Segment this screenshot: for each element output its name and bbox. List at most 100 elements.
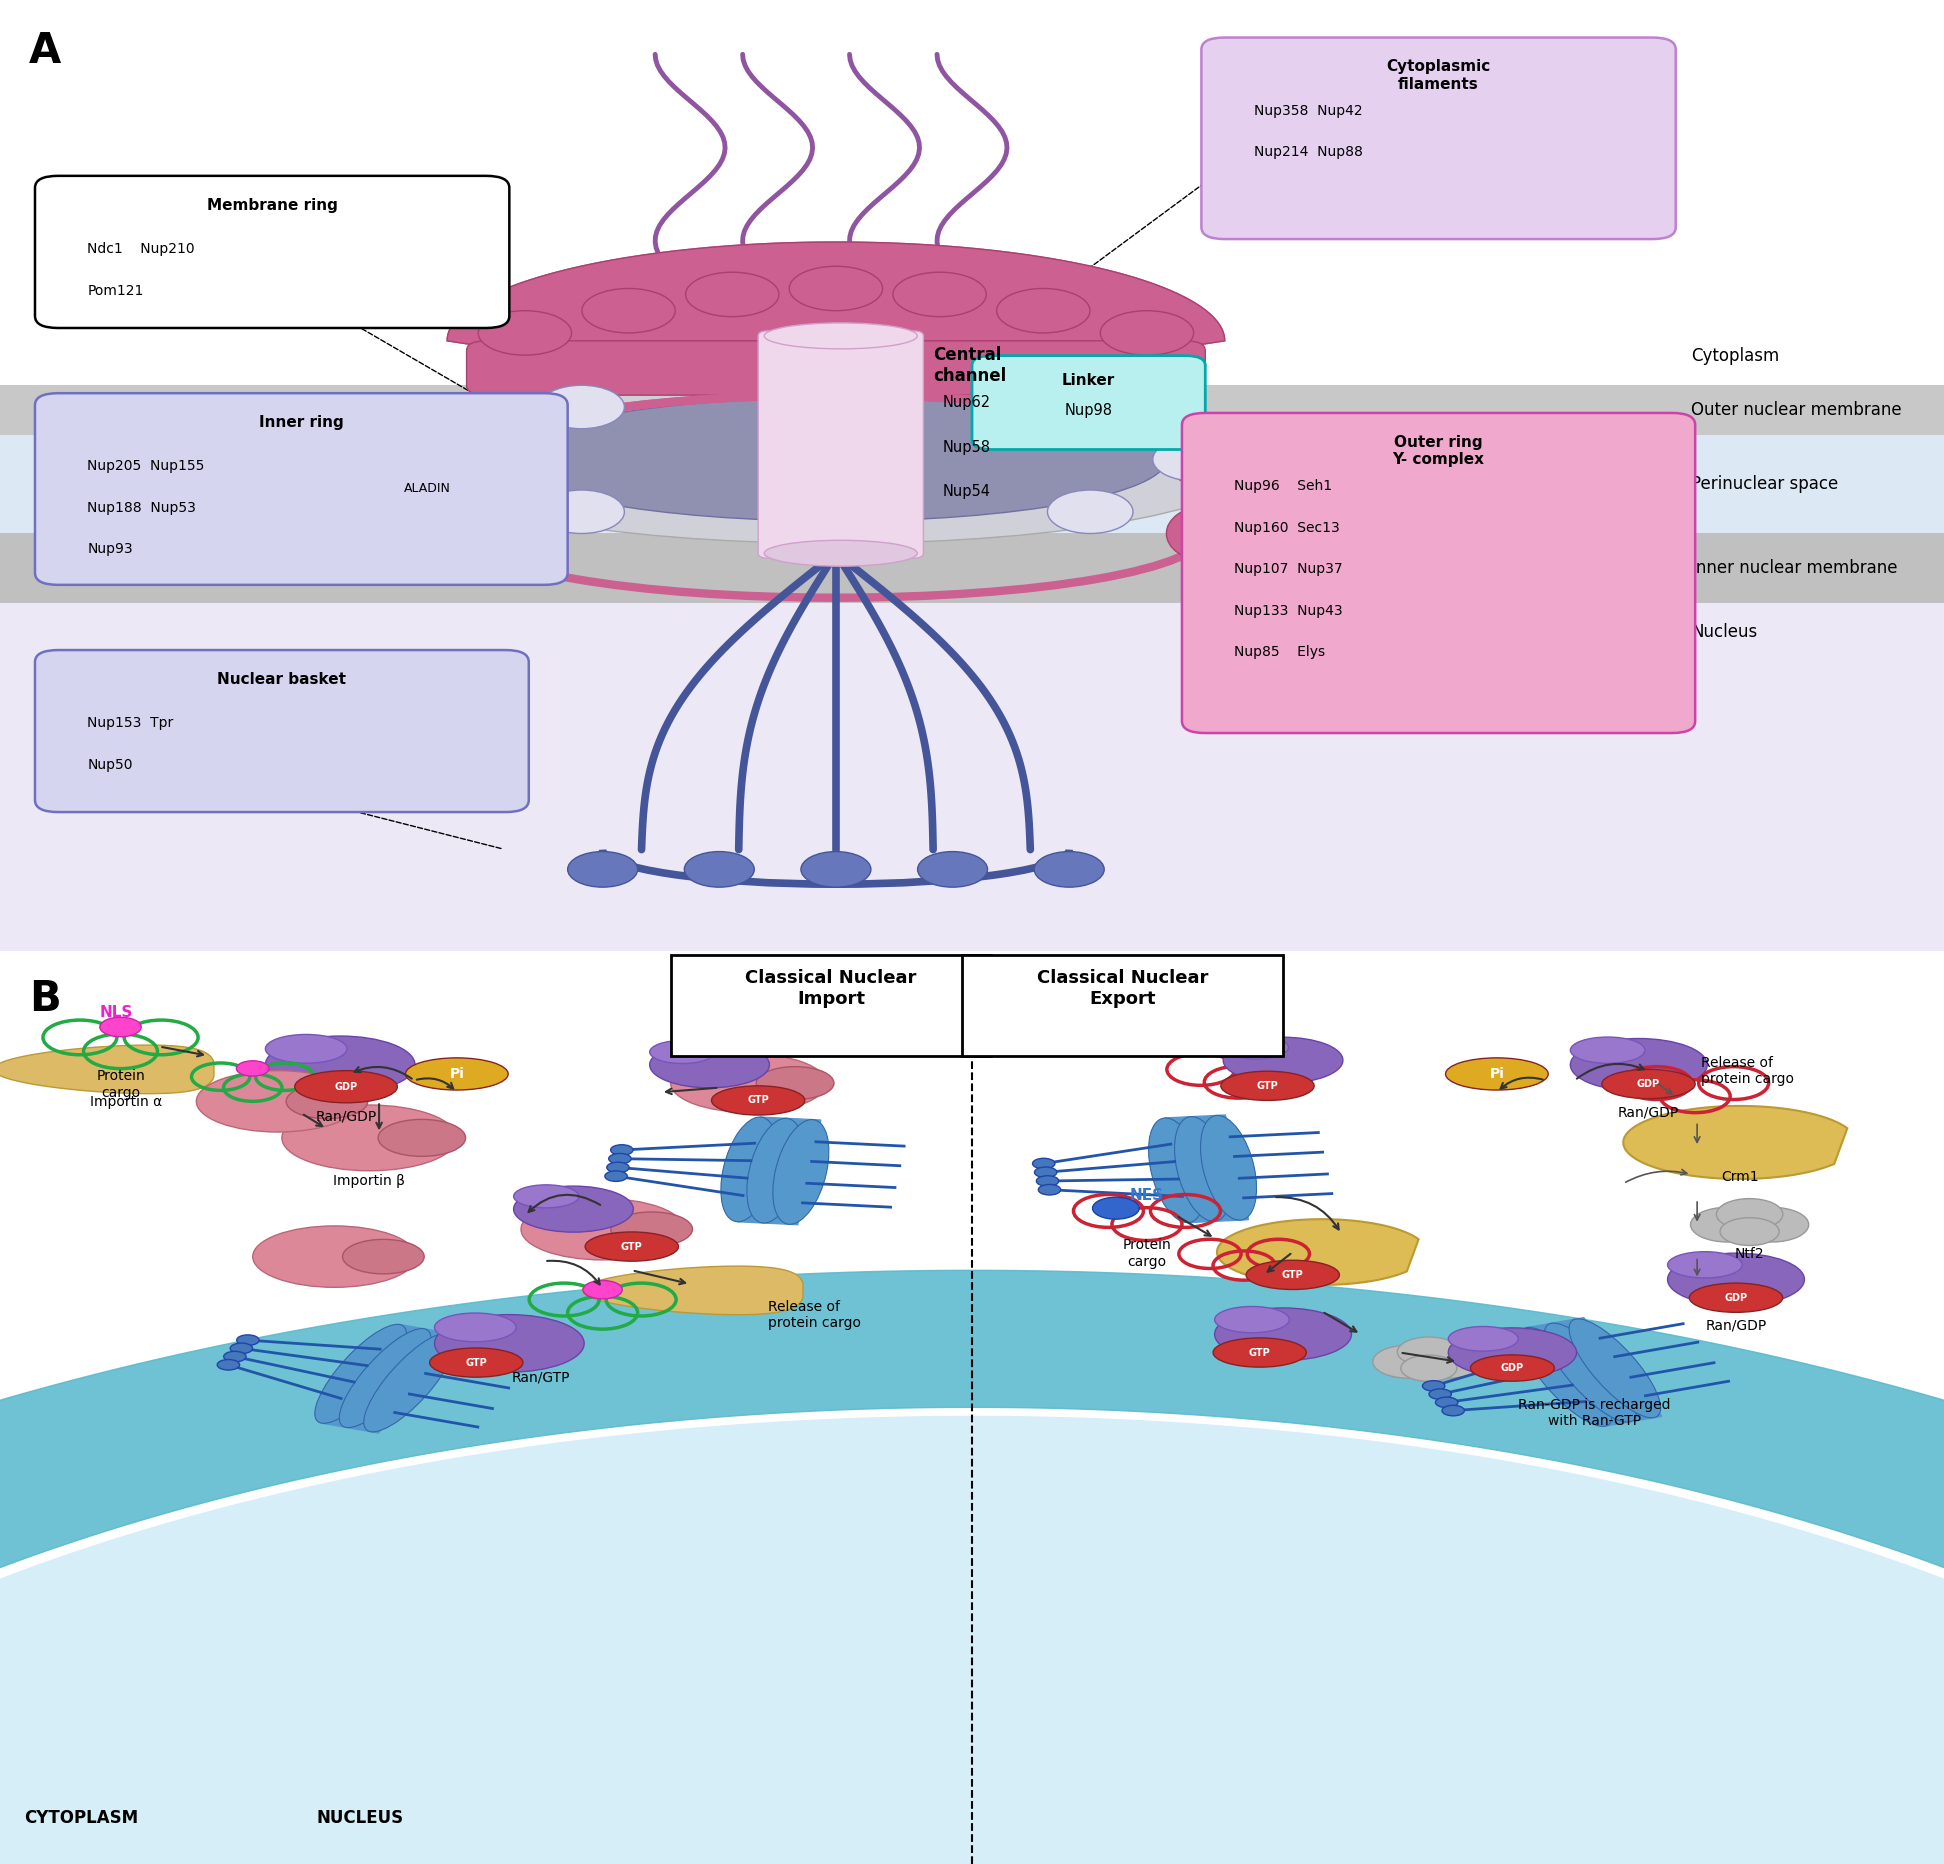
Circle shape <box>605 1171 628 1182</box>
FancyBboxPatch shape <box>1182 414 1695 733</box>
Ellipse shape <box>478 311 572 356</box>
Circle shape <box>1734 1208 1808 1241</box>
Text: Nup205  Nup155: Nup205 Nup155 <box>87 459 204 473</box>
Circle shape <box>1048 386 1133 429</box>
Ellipse shape <box>1448 1327 1518 1351</box>
Ellipse shape <box>505 397 1166 522</box>
Ellipse shape <box>1668 1253 1742 1279</box>
Text: Nup107  Nup37: Nup107 Nup37 <box>1234 563 1343 576</box>
Text: Nup54: Nup54 <box>943 485 991 500</box>
Polygon shape <box>583 1266 803 1314</box>
Text: NUCLEUS: NUCLEUS <box>317 1810 402 1827</box>
Text: Ran/GDP: Ran/GDP <box>1705 1318 1767 1333</box>
Polygon shape <box>0 1417 1944 1864</box>
Text: Classical Nuclear
Import: Classical Nuclear Import <box>745 969 918 1008</box>
Ellipse shape <box>997 289 1091 334</box>
Circle shape <box>793 513 879 555</box>
Text: Cytoplasmic
filaments: Cytoplasmic filaments <box>1386 60 1491 91</box>
Ellipse shape <box>1166 507 1244 561</box>
Circle shape <box>1036 1176 1059 1186</box>
Text: Importin α: Importin α <box>89 1094 163 1109</box>
Polygon shape <box>1164 1115 1248 1223</box>
Text: Inner ring: Inner ring <box>259 416 344 431</box>
Ellipse shape <box>610 1212 692 1247</box>
Circle shape <box>218 1359 239 1370</box>
Text: Nup62: Nup62 <box>943 395 991 410</box>
Text: Nup153  Tpr: Nup153 Tpr <box>87 716 173 731</box>
Text: Nup358  Nup42: Nup358 Nup42 <box>1254 104 1363 117</box>
Ellipse shape <box>428 432 505 487</box>
Ellipse shape <box>686 272 780 317</box>
Ellipse shape <box>364 438 470 501</box>
Ellipse shape <box>282 1105 457 1171</box>
Ellipse shape <box>789 267 883 311</box>
Ellipse shape <box>1520 1327 1612 1426</box>
Text: GTP: GTP <box>465 1357 488 1368</box>
Ellipse shape <box>1100 311 1194 356</box>
Circle shape <box>1435 1398 1458 1407</box>
Text: ALADIN: ALADIN <box>404 481 451 494</box>
Text: Nuclear basket: Nuclear basket <box>218 671 346 686</box>
Text: Nup133  Nup43: Nup133 Nup43 <box>1234 604 1343 617</box>
Ellipse shape <box>1571 1036 1645 1062</box>
Circle shape <box>229 1344 253 1353</box>
Ellipse shape <box>721 1117 778 1221</box>
Ellipse shape <box>434 1312 517 1342</box>
Ellipse shape <box>408 375 1264 542</box>
Ellipse shape <box>196 1070 360 1131</box>
Circle shape <box>237 1061 268 1076</box>
Text: Ndc1    Nup210: Ndc1 Nup210 <box>87 242 194 255</box>
Text: Nup214  Nup88: Nup214 Nup88 <box>1254 145 1363 158</box>
Text: GDP: GDP <box>1501 1363 1524 1374</box>
Circle shape <box>583 1281 622 1299</box>
Circle shape <box>1372 1346 1442 1377</box>
Bar <box>0 602 1944 979</box>
Circle shape <box>608 1154 632 1163</box>
Ellipse shape <box>1174 1117 1231 1221</box>
Text: NES: NES <box>1129 1187 1164 1202</box>
FancyBboxPatch shape <box>35 175 509 328</box>
Circle shape <box>538 490 624 533</box>
Ellipse shape <box>377 1120 467 1156</box>
Ellipse shape <box>286 1085 367 1118</box>
Circle shape <box>1691 1208 1765 1241</box>
Ellipse shape <box>1246 1260 1339 1290</box>
Circle shape <box>801 852 871 887</box>
Ellipse shape <box>1213 1338 1306 1366</box>
Ellipse shape <box>1223 1036 1289 1059</box>
Text: GTP: GTP <box>1281 1269 1304 1281</box>
Circle shape <box>1423 1381 1444 1391</box>
Ellipse shape <box>585 1232 678 1262</box>
Text: Linker: Linker <box>1061 373 1116 388</box>
Text: Protein
cargo: Protein cargo <box>1122 1238 1172 1269</box>
Text: Central
channel: Central channel <box>933 347 1007 384</box>
Circle shape <box>1034 852 1104 887</box>
Ellipse shape <box>1223 1036 1343 1083</box>
Ellipse shape <box>581 289 675 334</box>
Text: Outer ring
Y- complex: Outer ring Y- complex <box>1392 434 1485 468</box>
Polygon shape <box>1217 1219 1419 1284</box>
Text: Crm1: Crm1 <box>1720 1171 1759 1184</box>
Polygon shape <box>0 1271 1944 1864</box>
Ellipse shape <box>671 1053 826 1113</box>
Ellipse shape <box>1166 432 1244 487</box>
Text: Nup160  Sec13: Nup160 Sec13 <box>1234 520 1339 535</box>
Ellipse shape <box>892 272 986 317</box>
Ellipse shape <box>521 1199 684 1260</box>
Circle shape <box>1442 1405 1464 1417</box>
Text: Nup85    Elys: Nup85 Elys <box>1234 645 1326 660</box>
Circle shape <box>1034 1167 1058 1178</box>
Ellipse shape <box>1201 1115 1256 1221</box>
Text: Pi: Pi <box>449 1066 465 1081</box>
Ellipse shape <box>342 1240 424 1273</box>
Circle shape <box>1032 1158 1056 1169</box>
Ellipse shape <box>1221 1072 1314 1100</box>
Ellipse shape <box>430 1348 523 1377</box>
Circle shape <box>1429 1389 1452 1400</box>
Text: Release of
protein cargo: Release of protein cargo <box>768 1299 861 1329</box>
Text: GTP: GTP <box>746 1096 770 1105</box>
Circle shape <box>1038 1184 1061 1195</box>
Ellipse shape <box>1448 1327 1577 1377</box>
Ellipse shape <box>295 1070 397 1103</box>
Polygon shape <box>0 1046 214 1094</box>
